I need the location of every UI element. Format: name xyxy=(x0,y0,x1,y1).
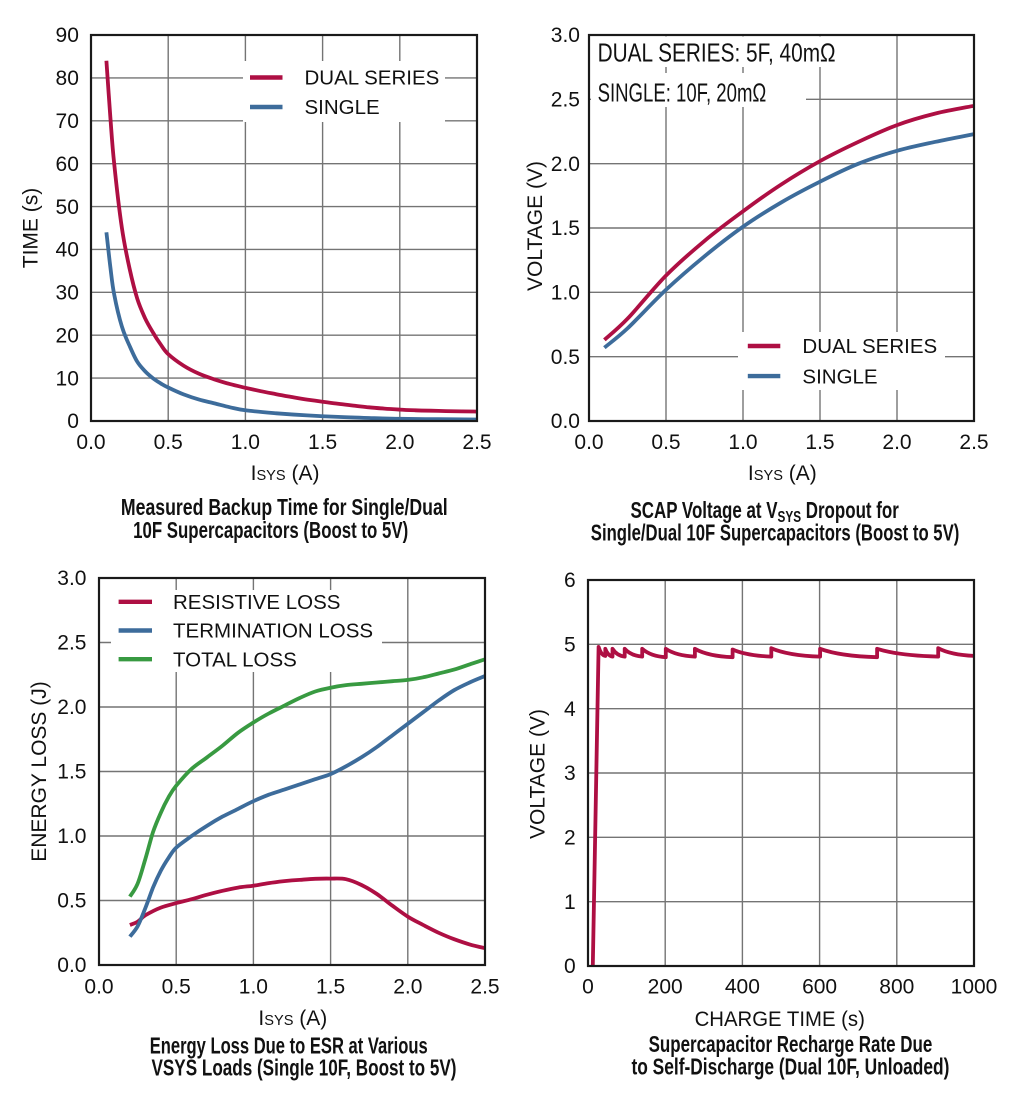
svg-text:DUAL SERIES: DUAL SERIES xyxy=(802,335,937,358)
svg-text:4: 4 xyxy=(564,698,576,721)
svg-text:1000: 1000 xyxy=(951,975,998,998)
svg-text:5: 5 xyxy=(564,634,576,657)
svg-text:0.0: 0.0 xyxy=(76,431,105,454)
svg-text:1.5: 1.5 xyxy=(57,761,86,784)
svg-text:1.0: 1.0 xyxy=(239,975,268,998)
svg-text:1.0: 1.0 xyxy=(231,431,260,454)
svg-text:2.5: 2.5 xyxy=(470,975,499,998)
svg-text:80: 80 xyxy=(56,67,79,90)
svg-text:0.0: 0.0 xyxy=(574,431,603,454)
svg-text:Measured Backup Time for Singl: Measured Backup Time for Single/Dual xyxy=(121,494,448,520)
svg-text:6: 6 xyxy=(564,569,576,592)
svg-text:0.5: 0.5 xyxy=(154,431,183,454)
svg-text:90: 90 xyxy=(56,24,79,47)
svg-text:0.5: 0.5 xyxy=(162,975,191,998)
svg-text:1.5: 1.5 xyxy=(805,431,834,454)
svg-text:60: 60 xyxy=(56,153,79,176)
svg-text:3.0: 3.0 xyxy=(57,567,86,590)
svg-text:10: 10 xyxy=(56,367,79,390)
svg-text:to Self-Discharge (Dual 10F, U: to Self-Discharge (Dual 10F, Unloaded) xyxy=(632,1054,950,1080)
svg-text:TOTAL LOSS: TOTAL LOSS xyxy=(173,648,297,671)
svg-text:0.5: 0.5 xyxy=(651,431,680,454)
svg-text:400: 400 xyxy=(725,975,760,998)
svg-text:2.0: 2.0 xyxy=(385,431,414,454)
svg-text:10F Supercapacitors (Boost to: 10F Supercapacitors (Boost to 5V) xyxy=(133,517,408,543)
svg-text:1.5: 1.5 xyxy=(551,217,580,240)
svg-text:VSYS Loads (Single 10F, Boost: VSYS Loads (Single 10F, Boost to 5V) xyxy=(152,1054,457,1080)
svg-text:0.5: 0.5 xyxy=(57,890,86,913)
svg-text:0: 0 xyxy=(564,955,576,978)
svg-text:1: 1 xyxy=(564,891,576,914)
svg-text:RESISTIVE LOSS: RESISTIVE LOSS xyxy=(173,591,340,614)
svg-text:DUAL SERIES: 5F, 40mΩ: DUAL SERIES: 5F, 40mΩ xyxy=(598,37,836,67)
svg-text:TERMINATION LOSS: TERMINATION LOSS xyxy=(173,620,373,643)
svg-text:SCAP Voltage at VSYS Dropout f: SCAP Voltage at VSYS Dropout for xyxy=(631,497,899,526)
svg-text:30: 30 xyxy=(56,282,79,305)
svg-text:SINGLE: 10F, 20mΩ: SINGLE: 10F, 20mΩ xyxy=(598,78,767,108)
svg-text:3: 3 xyxy=(564,762,576,785)
svg-text:1.5: 1.5 xyxy=(316,975,345,998)
svg-text:3.0: 3.0 xyxy=(551,24,580,47)
svg-text:SINGLE: SINGLE xyxy=(305,96,380,119)
svg-text:600: 600 xyxy=(802,975,837,998)
svg-text:ISYS (A): ISYS (A) xyxy=(251,462,320,485)
svg-text:2.5: 2.5 xyxy=(959,431,988,454)
svg-text:DUAL SERIES: DUAL SERIES xyxy=(305,67,440,90)
svg-text:1.0: 1.0 xyxy=(57,825,86,848)
svg-text:2.0: 2.0 xyxy=(882,431,911,454)
svg-text:2.0: 2.0 xyxy=(393,975,422,998)
svg-text:Single/Dual 10F Supercapacitor: Single/Dual 10F Supercapacitors (Boost t… xyxy=(591,520,960,546)
svg-text:CHARGE TIME (s): CHARGE TIME (s) xyxy=(695,1008,865,1031)
svg-text:0.5: 0.5 xyxy=(551,346,580,369)
svg-text:50: 50 xyxy=(56,196,79,219)
svg-text:2.0: 2.0 xyxy=(551,153,580,176)
svg-text:TIME (s): TIME (s) xyxy=(20,188,43,268)
svg-text:Energy Loss Due to ESR at Vari: Energy Loss Due to ESR at Various xyxy=(150,1033,428,1059)
svg-text:2.5: 2.5 xyxy=(462,431,491,454)
svg-text:40: 40 xyxy=(56,239,79,262)
svg-text:ENERGY LOSS (J): ENERGY LOSS (J) xyxy=(28,681,51,862)
svg-text:0: 0 xyxy=(582,975,594,998)
svg-text:0.0: 0.0 xyxy=(551,410,580,433)
svg-text:2.0: 2.0 xyxy=(57,696,86,719)
svg-text:2.5: 2.5 xyxy=(551,89,580,112)
svg-text:SINGLE: SINGLE xyxy=(802,365,877,388)
svg-text:20: 20 xyxy=(56,324,79,347)
svg-text:2.5: 2.5 xyxy=(57,632,86,655)
svg-text:Supercapacitor Recharge Rate D: Supercapacitor Recharge Rate Due xyxy=(649,1031,933,1057)
svg-text:ISYS (A): ISYS (A) xyxy=(748,462,817,485)
svg-text:VOLTAGE (V): VOLTAGE (V) xyxy=(527,709,550,839)
svg-text:ISYS (A): ISYS (A) xyxy=(258,1007,327,1030)
svg-text:70: 70 xyxy=(56,110,79,133)
svg-text:1.0: 1.0 xyxy=(551,282,580,305)
svg-text:200: 200 xyxy=(648,975,683,998)
svg-text:0: 0 xyxy=(67,410,79,433)
svg-text:2: 2 xyxy=(564,827,576,850)
svg-text:0.0: 0.0 xyxy=(57,954,86,977)
svg-text:0.0: 0.0 xyxy=(84,975,113,998)
svg-text:1.5: 1.5 xyxy=(308,431,337,454)
svg-text:800: 800 xyxy=(879,975,914,998)
svg-text:1.0: 1.0 xyxy=(728,431,757,454)
svg-text:VOLTAGE (V): VOLTAGE (V) xyxy=(524,161,547,291)
